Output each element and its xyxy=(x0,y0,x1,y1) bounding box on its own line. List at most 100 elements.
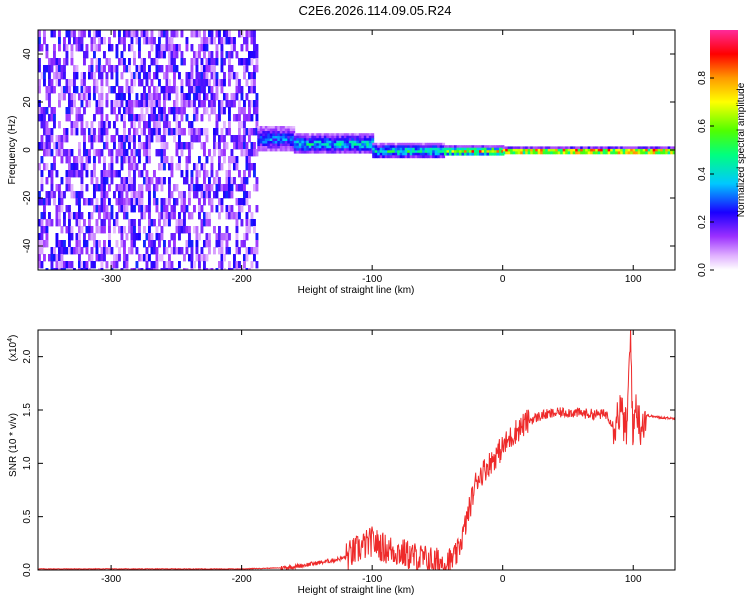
spectrogram-cell xyxy=(257,143,261,147)
spectrogram-cell xyxy=(238,100,241,108)
spectrogram-cell xyxy=(130,30,134,38)
spectrogram-cell xyxy=(40,135,44,143)
spectrogram-cell xyxy=(220,100,224,108)
spectrogram-cell xyxy=(103,226,106,234)
spectrogram-cell xyxy=(60,93,64,101)
spectrogram-cell xyxy=(158,219,161,227)
spectrogram-cell xyxy=(103,205,106,213)
spectrogram-cell xyxy=(40,212,44,220)
spectrogram-cell xyxy=(235,163,239,171)
spectrogram-cell xyxy=(105,58,109,66)
spectrogram-cell xyxy=(53,107,56,115)
spectrogram-cell xyxy=(308,140,312,144)
spectrogram-cell xyxy=(78,240,81,248)
spectrogram-cell xyxy=(220,86,224,94)
spectrogram-cell xyxy=(150,219,154,227)
spectrogram-cell xyxy=(45,93,49,101)
spectrogram-cell xyxy=(296,135,300,139)
spectrogram-cell xyxy=(103,191,106,199)
spectrogram-cell xyxy=(208,30,211,38)
spectrogram-cell xyxy=(637,151,641,155)
spectrogram-cell xyxy=(409,142,413,146)
spectrogram-cell xyxy=(60,72,64,80)
spectrogram-cell xyxy=(173,51,176,59)
spectrogram-cell xyxy=(289,138,293,142)
spectrogram-cell xyxy=(193,205,196,213)
spectrogram-cell xyxy=(640,146,644,150)
spectrogram-cell xyxy=(78,233,81,241)
spectrogram-cell xyxy=(587,146,591,150)
spectrogram-cell xyxy=(250,86,254,94)
spectrogram-cell xyxy=(163,51,166,59)
y-tick-label: 1.0 xyxy=(22,456,33,470)
spectrogram-cell xyxy=(100,191,104,199)
spectrogram-cell xyxy=(361,140,365,144)
spectrogram-cell xyxy=(248,30,251,38)
spectrogram-cell xyxy=(240,219,244,227)
spectrogram-cell xyxy=(205,135,209,143)
spectrogram-cell xyxy=(100,149,104,157)
spectrogram-cell xyxy=(160,163,164,171)
spectrogram-cell xyxy=(210,65,214,73)
spectrogram-cell xyxy=(190,30,194,38)
spectrogram-cell xyxy=(85,247,89,255)
spectrogram-cell xyxy=(218,149,221,157)
spectrogram-cell xyxy=(215,30,219,38)
spectrogram-cell xyxy=(580,146,584,150)
spectrogram-cell xyxy=(155,226,159,234)
spectrogram-cell xyxy=(250,128,254,136)
spectrogram-cell xyxy=(58,44,61,52)
spectrogram-cell xyxy=(394,147,398,151)
spectrogram-cell xyxy=(449,145,452,149)
spectrogram-cell xyxy=(83,219,86,227)
spectrogram-cell xyxy=(145,205,149,213)
spectrogram-cell xyxy=(287,131,291,134)
spectrogram-cell xyxy=(188,191,191,199)
spectrogram-cell xyxy=(200,247,204,255)
spectrogram-cell xyxy=(607,151,611,155)
spectrogram-cell xyxy=(65,86,69,94)
spectrogram-cell xyxy=(100,254,104,262)
spectrogram-cell xyxy=(85,156,89,164)
spectrogram-cell xyxy=(53,268,56,270)
spectrogram-cell xyxy=(308,143,312,147)
spectrogram-cell xyxy=(617,148,621,152)
spectrogram-cell xyxy=(205,254,209,262)
spectrogram-cell xyxy=(243,100,246,108)
spectrogram-cell xyxy=(292,131,296,134)
spectrogram-cell xyxy=(311,138,315,142)
spectrogram-cell xyxy=(255,149,259,157)
spectrogram-cell xyxy=(185,268,189,270)
spectrogram-cell xyxy=(434,150,438,154)
spectrogram-cell xyxy=(80,163,84,171)
spectrogram-cell xyxy=(133,170,136,178)
spectrogram-cell xyxy=(238,86,241,94)
spectrogram-cell xyxy=(180,205,184,213)
spectrogram-cell xyxy=(45,142,49,150)
spectrogram-cell xyxy=(175,114,179,122)
spectrogram-cell xyxy=(366,135,370,139)
spectrogram-cell xyxy=(218,261,221,269)
spectrogram-cell xyxy=(75,107,79,115)
spectrogram-cell xyxy=(652,148,656,152)
spectrogram-cell xyxy=(343,135,347,139)
spectrogram-cell xyxy=(358,145,362,149)
spectrogram-cell xyxy=(620,146,624,150)
spectrogram-cell xyxy=(399,142,403,146)
spectrogram-cell xyxy=(78,44,81,52)
spectrogram-cell xyxy=(45,149,49,157)
spectrogram-cell xyxy=(417,145,421,149)
spectrogram-cell xyxy=(351,148,355,152)
spectrogram-cell xyxy=(612,148,616,152)
spectrogram-cell xyxy=(384,145,388,149)
spectrogram-cell xyxy=(272,128,276,132)
spectrogram-cell xyxy=(203,254,206,262)
spectrogram-cell xyxy=(120,184,124,192)
spectrogram-cell xyxy=(58,247,61,255)
spectrogram-cell xyxy=(311,150,315,154)
spectrogram-cell xyxy=(40,107,44,115)
spectrogram-cell xyxy=(414,145,418,149)
spectrogram-cell xyxy=(88,72,91,80)
spectrogram-cell xyxy=(138,114,141,122)
spectrogram-cell xyxy=(404,152,408,156)
